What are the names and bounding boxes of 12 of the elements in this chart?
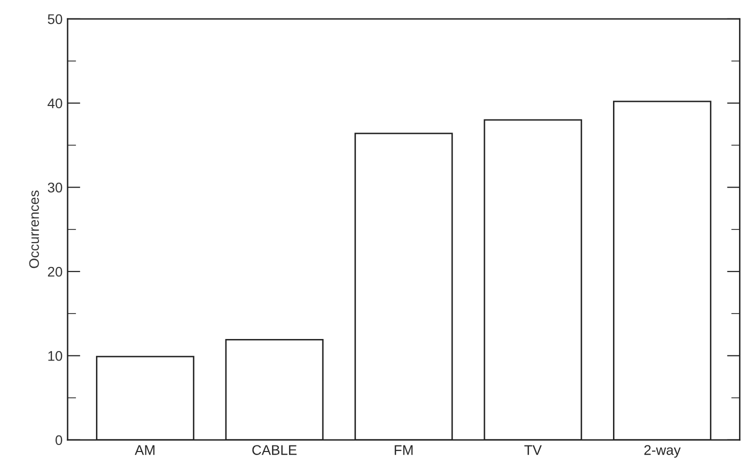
x-tick-label: AM	[134, 445, 154, 455]
y-tick-label: 10	[48, 351, 62, 361]
x-tick-label: FM	[394, 445, 413, 455]
y-axis-title: Occurrences	[29, 190, 39, 268]
x-tick-label: TV	[524, 445, 542, 455]
y-tick-label: 50	[48, 14, 62, 24]
y-tick-label: 30	[48, 182, 62, 192]
x-tick-label: 2-way	[644, 445, 681, 458]
y-tick-label: 0	[56, 435, 62, 446]
y-tick-label: 40	[48, 98, 62, 108]
x-tick-label: CABLE	[252, 445, 297, 455]
y-tick-label: 20	[48, 266, 62, 277]
